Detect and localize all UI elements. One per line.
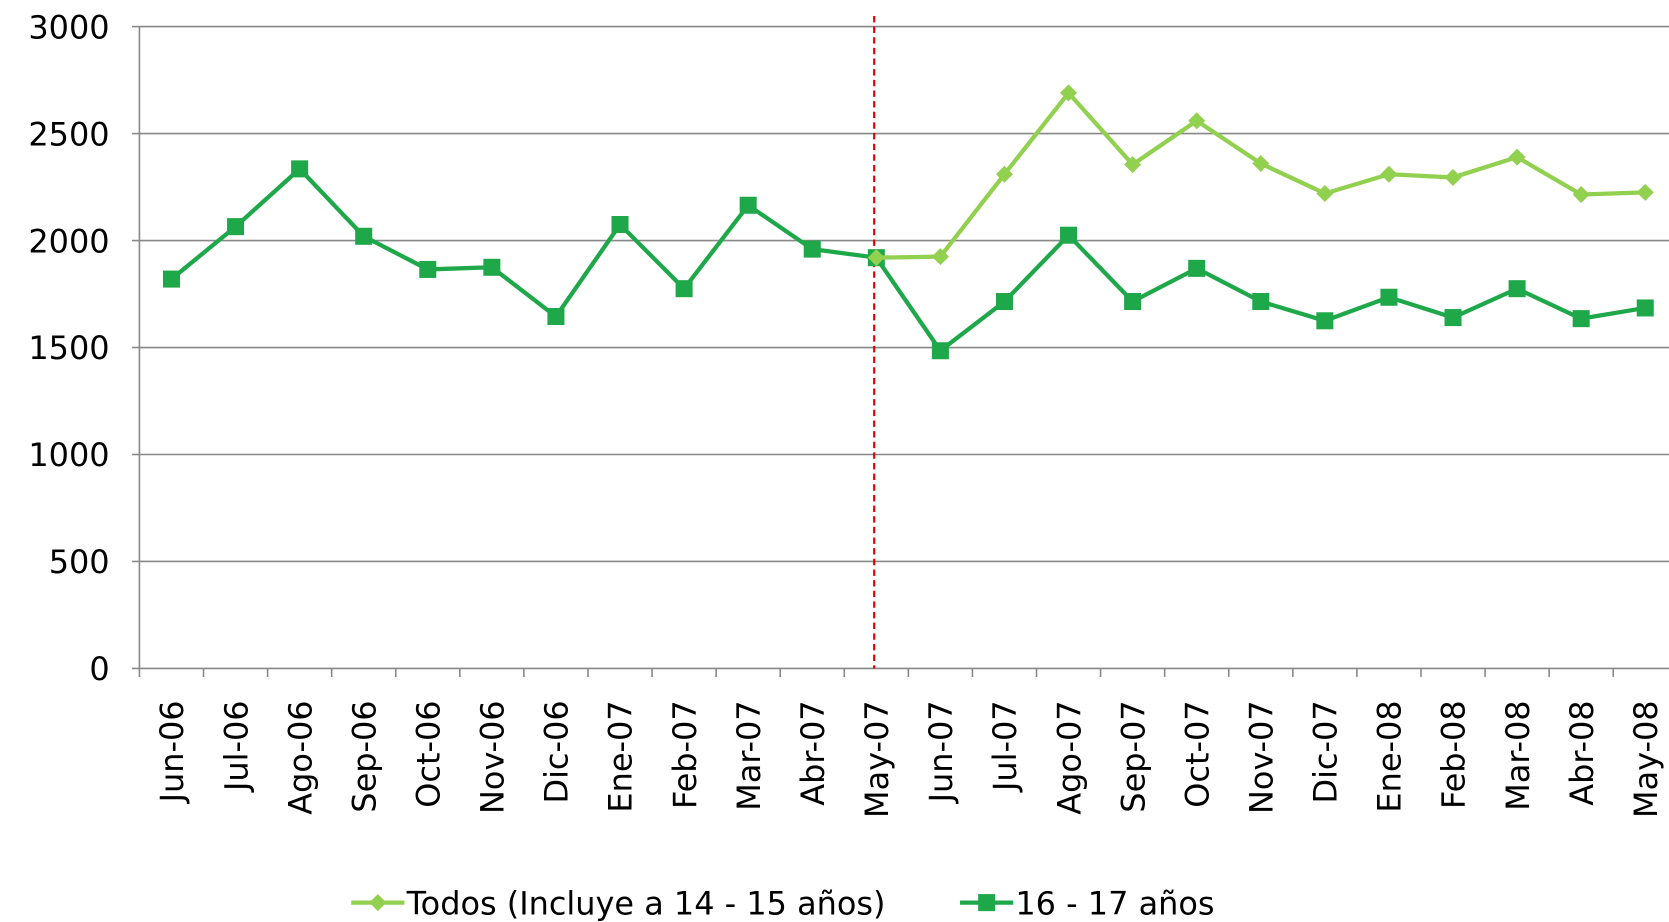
marker: [1060, 84, 1078, 102]
marker: [1316, 184, 1334, 203]
x-tick-label: Mar-07: [730, 700, 768, 810]
x-tick-label: Oct-07: [1178, 700, 1216, 807]
y-tick-label: 0: [89, 650, 109, 688]
x-tick-label: Jun-06: [153, 700, 191, 804]
x-tick-label: Abr-08: [1563, 700, 1601, 805]
marker: [1252, 293, 1270, 311]
y-tick-label: 1500: [28, 329, 109, 367]
marker: [1572, 186, 1590, 204]
x-tick-label: Ene-07: [602, 700, 640, 812]
marker: [369, 894, 387, 912]
marker: [978, 894, 996, 912]
marker: [803, 240, 821, 258]
series-line: [170, 166, 1646, 353]
x-tick-label: Jul-07: [986, 700, 1024, 793]
marker: [1060, 226, 1078, 244]
marker: [995, 293, 1013, 311]
marker: [611, 215, 629, 234]
marker: [355, 227, 373, 245]
x-tick-label: Sep-06: [345, 700, 383, 812]
marker: [739, 196, 757, 214]
marker: [1188, 259, 1206, 277]
marker: [162, 270, 180, 288]
marker: [1380, 165, 1398, 183]
x-tick-label: Nov-06: [474, 700, 512, 814]
x-tick-label: Dic-06: [538, 700, 576, 803]
y-tick-label: 1000: [28, 436, 109, 474]
marker: [227, 218, 245, 236]
x-tick-label: Ago-07: [1050, 700, 1088, 814]
marker: [1316, 312, 1334, 330]
plot: 0 500 1000 1500 2000 2500 3000 Jun-06 Jul-06 Ago-…: [28, 8, 1669, 922]
marker: [931, 342, 949, 360]
legend-label: Todos (Incluye a 14 - 15 años): [406, 884, 886, 922]
marker: [547, 307, 565, 326]
marker: [1444, 309, 1462, 327]
marker: [1188, 112, 1206, 130]
y-tick-label: 2500: [28, 115, 109, 153]
x-tick-label: Abr-07: [794, 700, 832, 805]
x-tick-label: Sep-07: [1114, 700, 1152, 812]
marker: [291, 160, 309, 178]
x-tick-label: Feb-07: [666, 700, 704, 809]
x-tick-label: Feb-08: [1435, 700, 1473, 809]
x-tick-label: Jul-06: [217, 700, 255, 793]
legend: Todos (Incluye a 14 - 15 años) 16 - 17 añ…: [351, 884, 1215, 922]
marker: [1444, 168, 1462, 186]
y-tick-label: 2000: [28, 222, 109, 260]
marker: [1636, 299, 1654, 317]
x-tick-label: Nov-07: [1242, 700, 1280, 814]
marker: [1124, 156, 1142, 174]
series-line: [876, 90, 1646, 260]
x-tick-label: Jun-07: [922, 700, 960, 804]
marker: [931, 248, 949, 266]
x-tick-label: Dic-07: [1307, 700, 1345, 803]
marker: [483, 258, 501, 276]
x-tick-label: Oct-06: [409, 700, 447, 807]
x-tick-label: May-08: [1627, 700, 1665, 818]
x-tick-label: May-07: [858, 700, 896, 818]
marker: [995, 165, 1013, 183]
x-tick-label: Ene-08: [1371, 700, 1409, 812]
x-tick-label: Ago-06: [281, 700, 319, 814]
x-tick-label: Mar-08: [1499, 700, 1537, 810]
marker: [1124, 293, 1142, 311]
marker: [1636, 183, 1654, 201]
marker: [1508, 148, 1526, 166]
marker: [1572, 310, 1590, 328]
marker: [419, 260, 437, 278]
y-tick-label: 500: [49, 543, 110, 581]
marker: [1508, 280, 1526, 298]
marker: [1380, 288, 1398, 306]
legend-label: 16 - 17 años: [1015, 884, 1214, 922]
y-tick-label: 3000: [28, 8, 109, 46]
marker: [675, 280, 693, 298]
